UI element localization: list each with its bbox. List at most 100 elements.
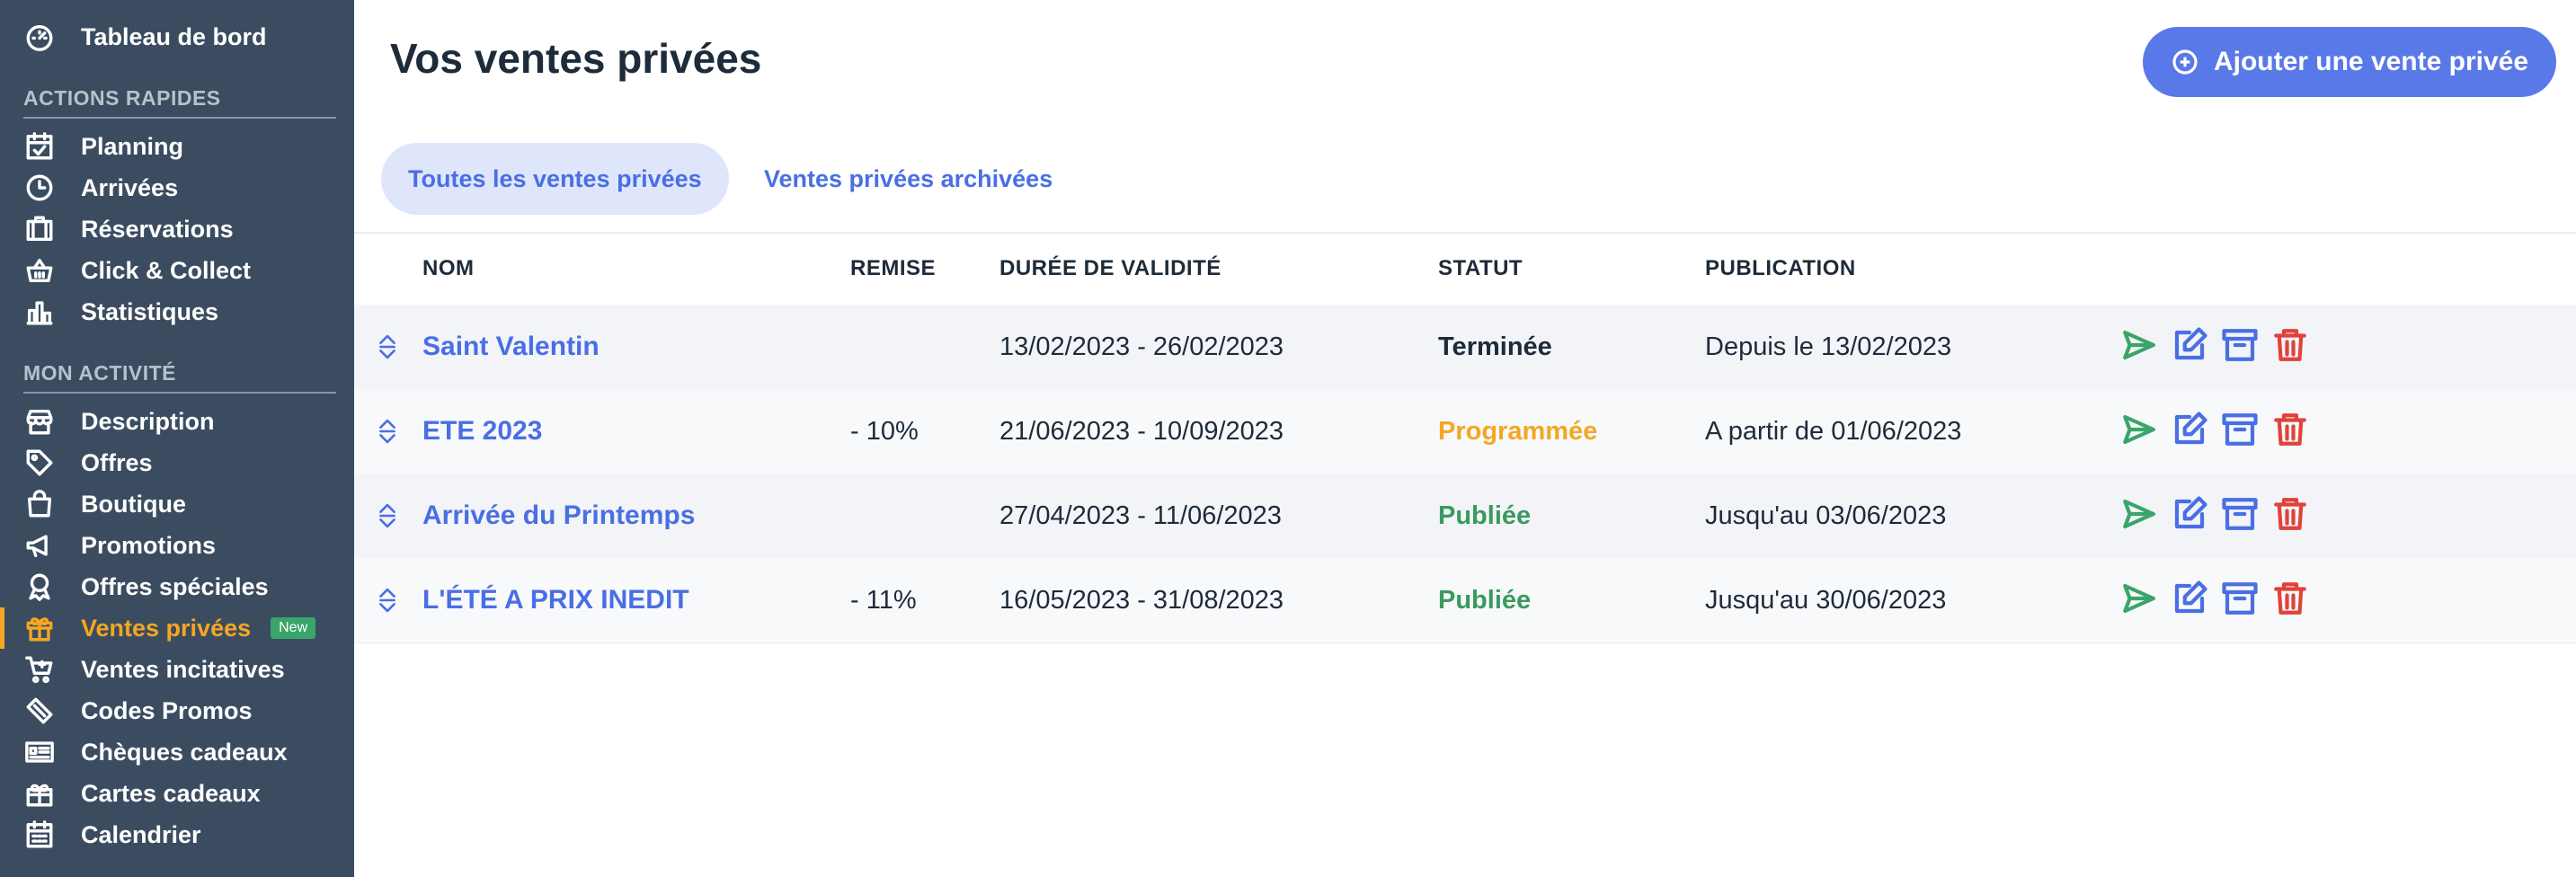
sidebar-item-codes-promos[interactable]: Codes Promos — [23, 693, 253, 729]
send-button[interactable] — [2120, 495, 2158, 537]
tab-archived-private-sales[interactable]: Ventes privées archivées — [764, 164, 1053, 192]
sale-name-link[interactable]: L'ÉTÉ A PRIX INEDIT — [422, 585, 689, 615]
sidebar-item-offres[interactable]: Offres — [23, 445, 153, 481]
trash-icon — [2274, 412, 2306, 446]
archive-icon — [2222, 497, 2258, 530]
send-button[interactable] — [2120, 326, 2158, 368]
sidebar-item-label: Calendrier — [81, 820, 201, 848]
section-title-mon-activite: MON ACTIVITÉ — [23, 361, 176, 385]
edit-button[interactable] — [2171, 411, 2208, 453]
section-title-actions-rapides: ACTIONS RAPIDES — [23, 86, 221, 110]
section-divider — [23, 392, 336, 394]
send-button[interactable] — [2120, 580, 2158, 622]
drag-handle[interactable] — [376, 305, 399, 389]
edit-icon — [2174, 411, 2207, 444]
tabs-divider — [354, 232, 2576, 234]
table-row: Arrivée du Printemps 27/04/2023 - 11/06/2… — [354, 474, 2576, 559]
validity-period: 21/06/2023 - 10/09/2023 — [999, 416, 1284, 446]
sidebar-item-label: Codes Promos — [81, 696, 253, 724]
new-badge: New — [271, 617, 316, 639]
sidebar-item-label: Click & Collect — [81, 256, 252, 284]
trash-button[interactable] — [2271, 326, 2309, 368]
drag-handle[interactable] — [376, 389, 399, 474]
dashboard-icon — [23, 21, 56, 53]
sidebar-item-calendrier[interactable]: Calendrier — [23, 817, 201, 853]
row-actions — [2120, 389, 2309, 474]
table-row: Saint Valentin 13/02/2023 - 26/02/2023 Ter… — [354, 305, 2576, 390]
sidebar-item-label: Offres — [81, 448, 153, 476]
drag-sort-icon — [379, 503, 395, 528]
edit-button[interactable] — [2171, 326, 2208, 368]
section-divider — [23, 117, 336, 119]
page-title: Vos ventes privées — [390, 35, 762, 82]
sidebar-item-cheques-cadeaux[interactable]: Chèques cadeaux — [23, 734, 288, 770]
archive-icon — [2222, 581, 2258, 615]
archive-button[interactable] — [2221, 326, 2259, 368]
trash-button[interactable] — [2271, 495, 2309, 537]
edit-icon — [2174, 495, 2207, 528]
suitcase-icon — [23, 213, 56, 245]
sidebar-item-promotions[interactable]: Promotions — [23, 527, 216, 563]
archive-icon — [2222, 412, 2258, 446]
discount-value: - 10% — [850, 416, 919, 446]
drag-sort-icon — [379, 334, 395, 359]
publication-info: Depuis le 13/02/2023 — [1705, 332, 1952, 361]
send-icon — [2123, 414, 2155, 444]
status-badge: Programmée — [1438, 416, 1598, 446]
publication-info: Jusqu'au 30/06/2023 — [1705, 585, 1947, 615]
add-button-label: Ajouter une vente privée — [2213, 47, 2529, 76]
sidebar-item-description[interactable]: Description — [23, 403, 215, 439]
validity-period: 16/05/2023 - 31/08/2023 — [999, 585, 1284, 615]
validity-period: 13/02/2023 - 26/02/2023 — [999, 332, 1284, 361]
sidebar-item-arrivees[interactable]: Arrivées — [23, 170, 178, 206]
sidebar-item-ventes-privees[interactable]: Ventes privées New — [23, 610, 316, 646]
publication-info: Jusqu'au 03/06/2023 — [1705, 501, 1947, 530]
edit-button[interactable] — [2171, 495, 2208, 537]
ticket-icon — [23, 695, 56, 727]
sidebar-item-label: Offres spéciales — [81, 572, 269, 600]
edit-button[interactable] — [2171, 580, 2208, 622]
sidebar-item-label: Chèques cadeaux — [81, 738, 288, 766]
sidebar-item-label: Cartes cadeaux — [81, 779, 261, 807]
column-header-publication: PUBLICATION — [1705, 256, 1856, 280]
drag-sort-icon — [379, 419, 395, 444]
send-button[interactable] — [2120, 411, 2158, 453]
trash-button[interactable] — [2271, 580, 2309, 622]
sale-name-link[interactable]: Saint Valentin — [422, 332, 600, 361]
trash-icon — [2274, 497, 2306, 530]
drag-handle[interactable] — [376, 474, 399, 558]
calendar-icon — [23, 819, 56, 851]
clock-icon — [23, 172, 56, 204]
table-row: L'ÉTÉ A PRIX INEDIT - 11% 16/05/2023 - 31/… — [354, 558, 2576, 643]
sidebar-item-statistiques[interactable]: Statistiques — [23, 294, 218, 330]
sale-name-link[interactable]: ETE 2023 — [422, 416, 543, 446]
gift-icon — [23, 612, 56, 644]
sale-name-link[interactable]: Arrivée du Printemps — [422, 501, 696, 530]
column-header-name: NOM — [422, 256, 475, 280]
edit-icon — [2174, 326, 2207, 359]
archive-button[interactable] — [2221, 495, 2259, 537]
archive-button[interactable] — [2221, 411, 2259, 453]
sidebar-item-planning[interactable]: Planning — [23, 128, 183, 164]
gift-card-icon — [23, 777, 56, 810]
sidebar-item-tableau-de-bord[interactable]: Tableau de bord — [23, 19, 267, 55]
column-header-discount: REMISE — [850, 256, 937, 280]
table-row: ETE 2023 - 10% 21/06/2023 - 10/09/2023 Prog… — [354, 389, 2576, 474]
sidebar-item-cartes-cadeaux[interactable]: Cartes cadeaux — [23, 775, 261, 811]
column-header-status: STATUT — [1438, 256, 1523, 280]
archive-button[interactable] — [2221, 580, 2259, 622]
tag-icon — [23, 447, 56, 479]
sidebar-item-label: Arrivées — [81, 173, 179, 201]
send-icon — [2123, 330, 2155, 359]
sidebar-item-label: Planning — [81, 132, 183, 160]
sidebar-item-ventes-incitatives[interactable]: Ventes incitatives — [23, 651, 285, 687]
add-private-sale-button[interactable]: Ajouter une vente privée — [2143, 27, 2556, 97]
trash-button[interactable] — [2271, 411, 2309, 453]
sidebar-item-boutique[interactable]: Boutique — [23, 486, 186, 522]
drag-handle[interactable] — [376, 558, 399, 642]
tab-all-private-sales[interactable]: Toutes les ventes privées — [381, 143, 729, 215]
bar-chart-icon — [23, 296, 56, 328]
sidebar-item-offres-speciales[interactable]: Offres spéciales — [23, 569, 269, 605]
sidebar-item-reservations[interactable]: Réservations — [23, 211, 234, 247]
sidebar-item-click-collect[interactable]: Click & Collect — [23, 252, 251, 288]
